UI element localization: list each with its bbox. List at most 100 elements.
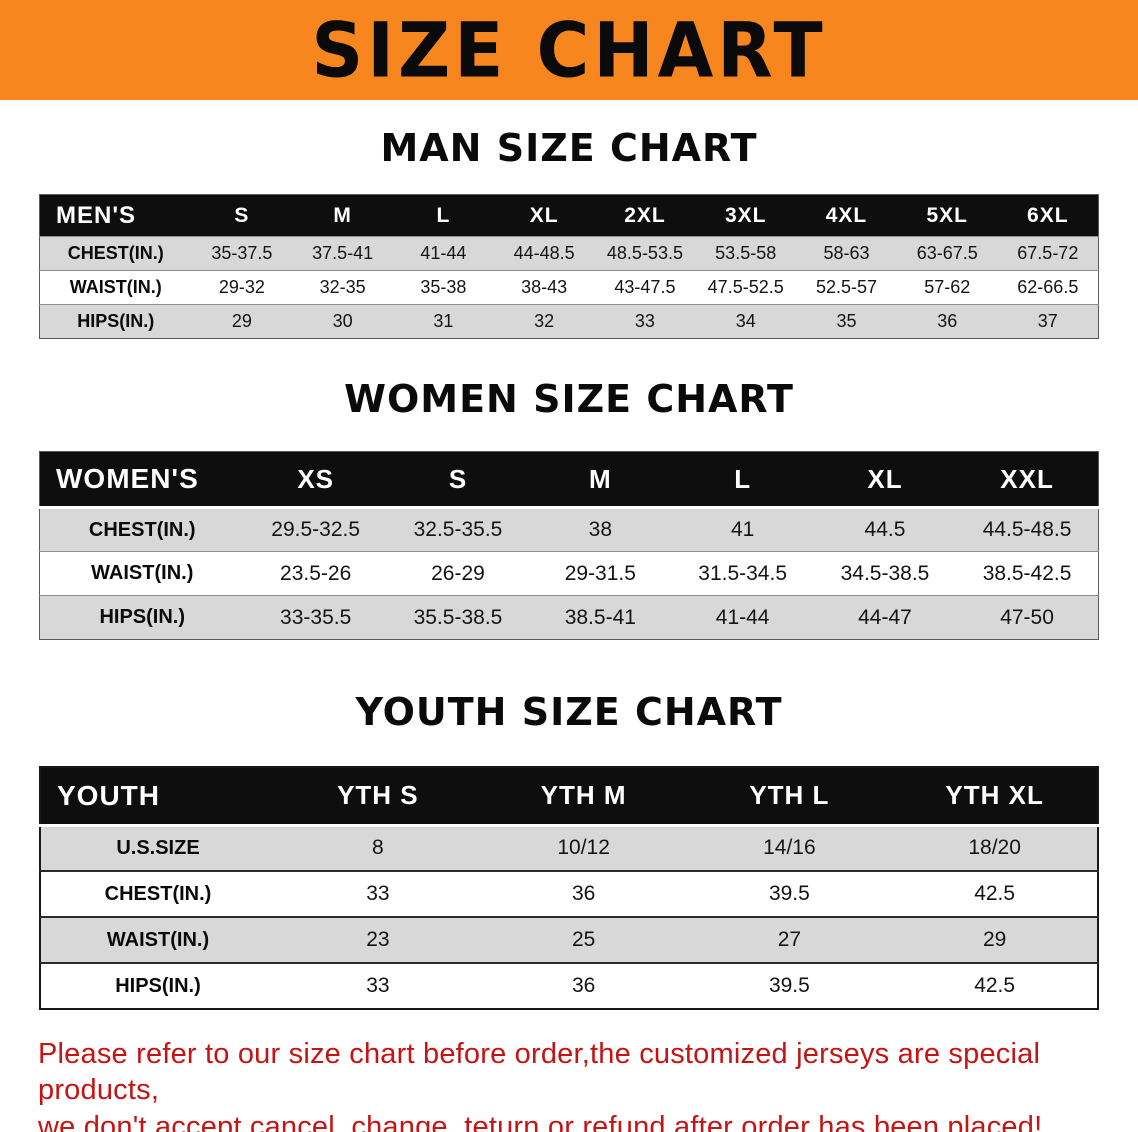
size-column-header: XL xyxy=(813,451,957,509)
size-value-cell: 37 xyxy=(1037,311,1058,331)
size-value-cell: 38-43 xyxy=(521,277,568,297)
row-label: WAIST(IN.) xyxy=(106,928,210,951)
size-value-cell: 53.5-58 xyxy=(715,243,777,263)
size-value-cell: 38.5-41 xyxy=(564,605,636,629)
size-value-cell: 35-37.5 xyxy=(211,243,273,263)
size-column-header: XL xyxy=(493,194,595,237)
size-value-cell: 57-62 xyxy=(924,277,971,297)
size-column-header: YTH S xyxy=(275,767,481,827)
size-value-cell: 39.5 xyxy=(768,882,810,905)
size-value-cell: 34.5-38.5 xyxy=(840,561,930,585)
size-value-cell: 39.5 xyxy=(768,974,810,997)
size-value-cell: 23 xyxy=(366,928,390,951)
row-label: HIPS(IN.) xyxy=(99,606,186,628)
size-value-cell: 33 xyxy=(366,974,390,997)
row-label: HIPS(IN.) xyxy=(115,974,201,997)
size-column-header: YTH M xyxy=(480,767,687,827)
size-value-cell: 47.5-52.5 xyxy=(707,277,784,297)
size-value-cell: 25 xyxy=(571,928,596,951)
size-value-cell: 42.5 xyxy=(974,974,1016,997)
youth-section-heading: YOUTH SIZE CHART xyxy=(355,690,783,734)
size-value-cell: 35 xyxy=(836,311,857,331)
size-value-cell: 26-29 xyxy=(431,561,485,585)
size-column-header: XS xyxy=(244,451,387,509)
size-column-header: 2XL xyxy=(594,194,696,237)
size-column-header: M xyxy=(292,194,394,237)
row-label: WAIST(IN.) xyxy=(69,277,162,297)
size-value-cell: 32-35 xyxy=(319,277,366,297)
row-label: HIPS(IN.) xyxy=(77,311,155,331)
size-value-cell: 33 xyxy=(366,882,390,905)
table-row: CHEST(IN.) 35-37.5 37.5-41 41-44 44-48.5 48.5… xyxy=(39,236,1099,271)
size-value-cell: 44.5 xyxy=(864,518,906,541)
size-value-cell: 43-47.5 xyxy=(614,277,676,297)
table-row: U.S.SIZE 8 10/12 14/16 18/20 xyxy=(40,825,1098,871)
size-column-header: M xyxy=(529,451,672,509)
size-value-cell: 47-50 xyxy=(1000,605,1054,629)
size-column-header: 6XL xyxy=(997,194,1099,237)
size-value-cell: 14/16 xyxy=(763,836,816,860)
table-row: WAIST(IN.) 29-32 32-35 35-38 38-43 43-47.5 47.… xyxy=(39,270,1099,305)
size-value-cell: 8 xyxy=(372,836,384,860)
size-value-cell: 42.5 xyxy=(974,882,1016,905)
size-value-cell: 52.5-57 xyxy=(815,277,877,297)
table-corner-label: WOMEN'S xyxy=(39,451,245,509)
row-label: U.S.SIZE xyxy=(116,836,200,859)
size-value-cell: 31.5-34.5 xyxy=(698,561,788,585)
size-value-cell: 29-32 xyxy=(218,277,265,297)
youth-size-chart-section: YOUTH SIZE CHART YOUTH YTH S YTH M YTH L YTH… xyxy=(0,690,1138,1010)
size-value-cell: 18/20 xyxy=(968,836,1021,860)
size-value-cell: 48.5-53.5 xyxy=(606,243,683,263)
size-value-cell: 41 xyxy=(730,518,755,541)
table-row: CHEST(IN.) 33 36 39.5 42.5 xyxy=(40,871,1098,917)
size-column-header: S xyxy=(191,194,293,237)
size-value-cell: 38 xyxy=(588,518,612,541)
size-value-cell: 62-66.5 xyxy=(1017,277,1079,297)
size-value-cell: 29-31.5 xyxy=(564,561,636,585)
banner-title: SIZE CHART xyxy=(311,5,827,95)
table-row: WAIST(IN.) 23 25 27 29 xyxy=(40,917,1098,963)
size-column-header: 5XL xyxy=(896,194,998,237)
row-label: CHEST(IN.) xyxy=(67,243,164,263)
table-row: HIPS(IN.) 33 36 39.5 42.5 xyxy=(40,963,1098,1009)
size-value-cell: 32 xyxy=(534,311,555,331)
footer-note-line: Please refer to our size chart before or… xyxy=(38,1038,1041,1107)
size-column-header: L xyxy=(393,194,494,237)
size-value-cell: 29.5-32.5 xyxy=(271,518,361,541)
size-value-cell: 30 xyxy=(332,311,353,331)
table-header-row: MEN'S S M L XL 2XL 3XL 4XL 5XL 6XL xyxy=(39,194,1099,237)
size-value-cell: 27 xyxy=(777,928,802,951)
size-column-header: YTH L xyxy=(686,767,893,827)
men-size-table: MEN'S S M L XL 2XL 3XL 4XL 5XL 6XL CHEST(IN.) 35-37… xyxy=(39,194,1099,339)
footer-note: Please refer to our size chart before or… xyxy=(0,1036,1138,1132)
size-value-cell: 31 xyxy=(433,311,454,331)
size-value-cell: 34 xyxy=(735,311,756,331)
size-value-cell: 29 xyxy=(231,311,252,331)
row-label: WAIST(IN.) xyxy=(91,562,194,584)
table-corner-label: YOUTH xyxy=(40,767,275,827)
row-label: CHEST(IN.) xyxy=(88,518,196,541)
size-value-cell: 29 xyxy=(982,928,1007,951)
size-column-header: L xyxy=(671,451,814,509)
table-row: HIPS(IN.) 33-35.5 35.5-38.5 38.5-41 41-44 44-… xyxy=(39,595,1099,640)
table-row: WAIST(IN.) 23.5-26 26-29 29-31.5 31.5-34.5 34… xyxy=(39,551,1099,596)
size-value-cell: 36 xyxy=(571,974,596,997)
table-corner-label: MEN'S xyxy=(39,194,192,237)
size-value-cell: 44.5-48.5 xyxy=(982,518,1072,541)
footer-note-line: we don't accept cancel, change, teturn o… xyxy=(38,1110,1043,1132)
table-header-row: WOMEN'S XS S M L XL XXL xyxy=(39,451,1099,509)
size-column-header: YTH XL xyxy=(892,767,1098,827)
size-value-cell: 33 xyxy=(634,311,655,331)
size-value-cell: 35-38 xyxy=(420,277,467,297)
size-value-cell: 35.5-38.5 xyxy=(413,605,503,629)
women-size-chart-section: WOMEN SIZE CHART WOMEN'S XS S M L XL XXL CHEST(… xyxy=(0,377,1138,640)
size-value-cell: 58-63 xyxy=(823,243,870,263)
size-column-header: 3XL xyxy=(695,194,797,237)
men-size-chart-section: MAN SIZE CHART MEN'S S M L XL 2XL 3XL 4XL 5XL 6XL… xyxy=(0,126,1138,339)
size-value-cell: 38.5-42.5 xyxy=(982,561,1072,585)
size-column-header: 4XL xyxy=(796,194,897,237)
table-header-row: YOUTH YTH S YTH M YTH L YTH XL xyxy=(40,767,1098,827)
women-section-heading: WOMEN SIZE CHART xyxy=(344,377,794,421)
youth-size-table: YOUTH YTH S YTH M YTH L YTH XL U.S.SIZE 8 10/12… xyxy=(39,766,1099,1010)
row-label: CHEST(IN.) xyxy=(104,882,212,905)
